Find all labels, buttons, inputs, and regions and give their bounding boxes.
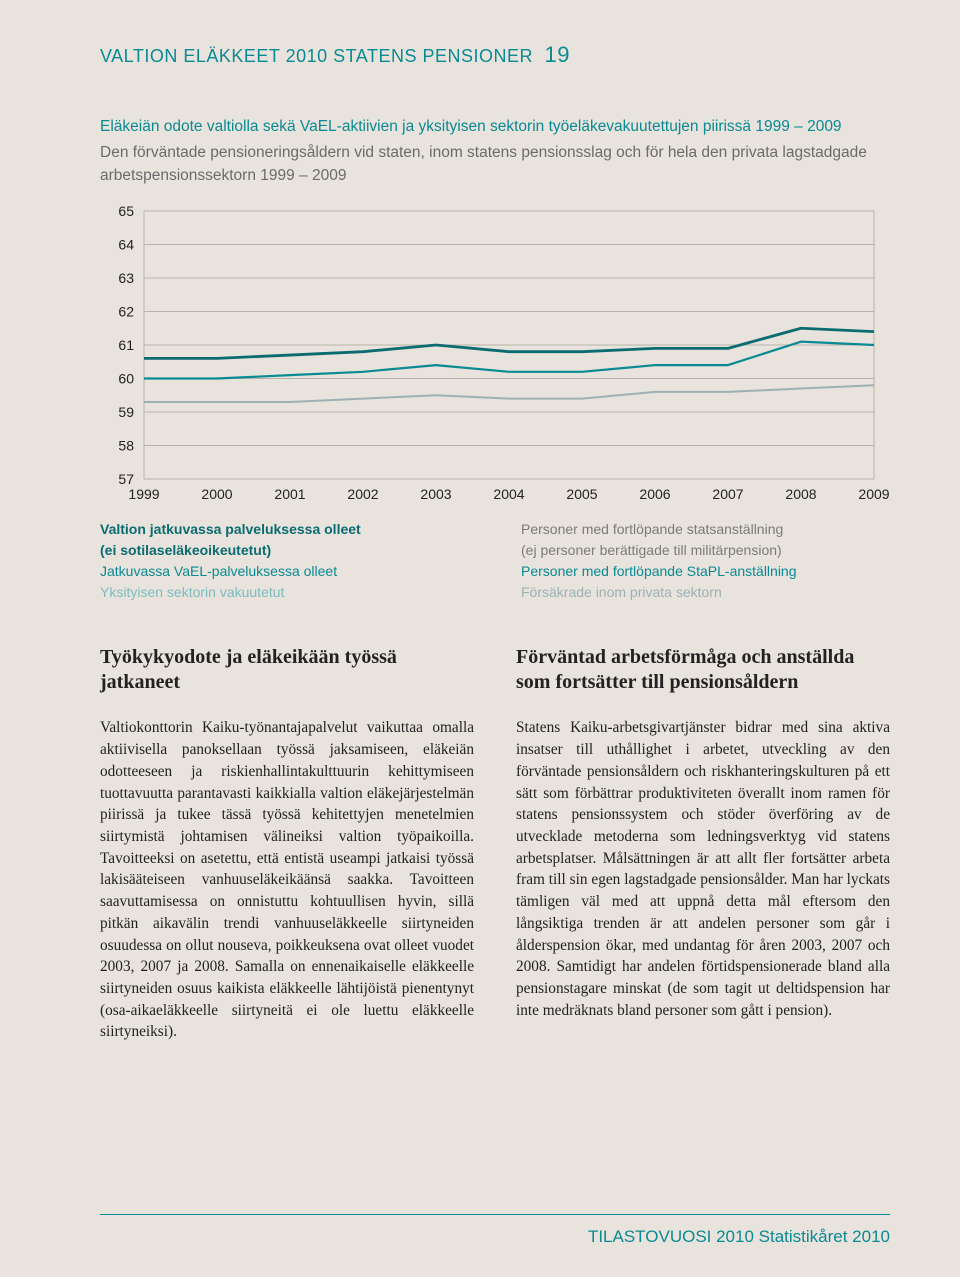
- legend-left-3: Yksityisen sektorin vakuutetut: [100, 582, 469, 603]
- legend-left-1b: (ei sotilaseläkeoikeutetut): [100, 540, 469, 561]
- svg-text:62: 62: [118, 304, 134, 320]
- svg-text:2000: 2000: [201, 486, 232, 502]
- svg-text:61: 61: [118, 337, 134, 353]
- svg-text:2003: 2003: [420, 486, 451, 502]
- legend-right: Personer med fortlöpande statsanställnin…: [521, 519, 890, 603]
- right-text: Statens Kaiku-arbetsgivartjänster bidrar…: [516, 717, 890, 1021]
- svg-text:65: 65: [118, 205, 134, 219]
- right-heading: Förväntad arbetsförmåga och anställda so…: [516, 645, 890, 695]
- two-column-body: Työkykyodote ja eläkeikään työssä jatkan…: [100, 645, 890, 1043]
- svg-text:57: 57: [118, 471, 134, 487]
- svg-text:64: 64: [118, 237, 134, 253]
- header-title: VALTION ELÄKKEET 2010 STATENS PENSIONER: [100, 46, 533, 66]
- legend-left-1a: Valtion jatkuvassa palveluksessa olleet: [100, 519, 469, 540]
- left-text: Valtiokonttorin Kaiku-työnantajapalvelut…: [100, 717, 474, 1043]
- svg-text:2007: 2007: [712, 486, 743, 502]
- legend-left: Valtion jatkuvassa palveluksessa olleet …: [100, 519, 469, 603]
- chart-title: Eläkeiän odote valtiolla sekä VaEL-aktii…: [100, 116, 890, 138]
- svg-text:2001: 2001: [274, 486, 305, 502]
- svg-text:2005: 2005: [566, 486, 597, 502]
- line-chart: 57 58 59 60 61 62 63 64 65 1999 2000 2001 2002 2003 20…: [100, 205, 890, 505]
- chart-svg: 57 58 59 60 61 62 63 64 65 1999 2000 2001 2002 2003 20…: [100, 205, 890, 505]
- footer-rule: [100, 1214, 890, 1215]
- right-column: Förväntad arbetsförmåga och anställda so…: [516, 645, 890, 1043]
- svg-text:2008: 2008: [785, 486, 816, 502]
- svg-text:60: 60: [118, 371, 134, 387]
- svg-text:1999: 1999: [128, 486, 159, 502]
- svg-text:2006: 2006: [639, 486, 670, 502]
- svg-text:63: 63: [118, 270, 134, 286]
- chart-legend: Valtion jatkuvassa palveluksessa olleet …: [100, 519, 890, 603]
- footer-text: TILASTOVUOSI 2010 Statistikåret 2010: [588, 1227, 890, 1247]
- legend-right-2: Personer med fortlöpande StaPL-anställni…: [521, 561, 890, 582]
- svg-text:2009: 2009: [858, 486, 889, 502]
- svg-text:2004: 2004: [493, 486, 524, 502]
- document-page: VALTION ELÄKKEET 2010 STATENS PENSIONER …: [0, 0, 960, 1277]
- svg-text:58: 58: [118, 438, 134, 454]
- svg-text:2002: 2002: [347, 486, 378, 502]
- page-number: 19: [545, 42, 570, 67]
- chart-subtitle: Den förväntade pensioneringsåldern vid s…: [100, 142, 890, 187]
- legend-right-1b: (ej personer berättigade till militärpen…: [521, 540, 890, 561]
- legend-right-3: Försäkrade inom privata sektorn: [521, 582, 890, 603]
- running-header: VALTION ELÄKKEET 2010 STATENS PENSIONER …: [100, 42, 890, 68]
- svg-text:59: 59: [118, 404, 134, 420]
- left-column: Työkykyodote ja eläkeikään työssä jatkan…: [100, 645, 474, 1043]
- legend-right-1a: Personer med fortlöpande statsanställnin…: [521, 519, 890, 540]
- left-heading: Työkykyodote ja eläkeikään työssä jatkan…: [100, 645, 474, 695]
- legend-left-2: Jatkuvassa VaEL-palveluksessa olleet: [100, 561, 469, 582]
